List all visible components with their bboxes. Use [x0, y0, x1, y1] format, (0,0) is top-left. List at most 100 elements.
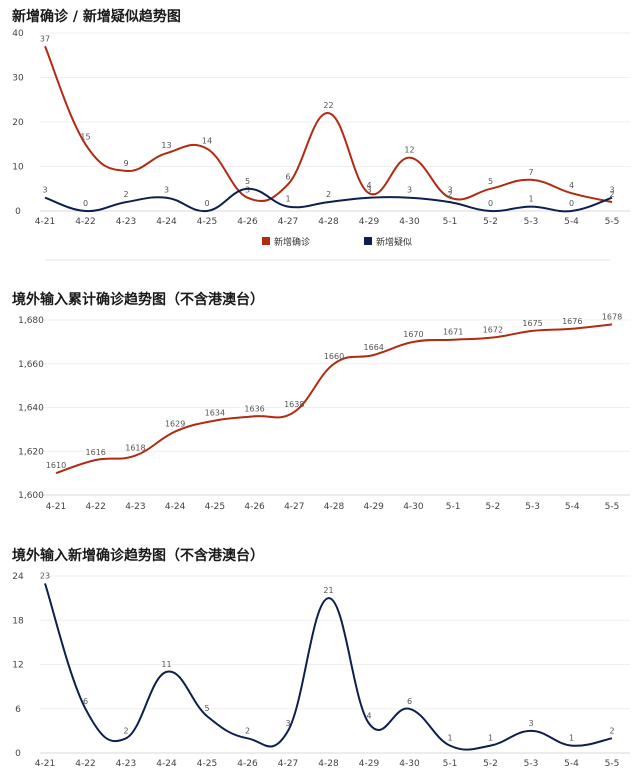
data-label: 0 [488, 199, 493, 208]
x-tick-label: 4-30 [403, 502, 424, 512]
data-label: 1616 [86, 448, 106, 457]
chart-title-1: 新增确诊 / 新增疑似趋势图 [12, 9, 181, 25]
x-tick-label: 5-5 [605, 502, 620, 512]
x-tick-label: 5-4 [564, 217, 579, 227]
data-label: 1672 [483, 326, 503, 335]
x-tick-label: 4-22 [85, 502, 105, 512]
x-tick-label: 5-4 [565, 502, 580, 512]
x-tick-label: 4-24 [165, 502, 186, 512]
x-tick-label: 4-29 [359, 217, 380, 227]
x-tick-label: 4-24 [156, 759, 177, 769]
series-line [44, 187, 613, 213]
chart-title-2: 境外输入累计确诊趋势图（不含港澳台） [12, 292, 264, 308]
data-label: 14 [202, 137, 212, 146]
x-tick-label: 4-27 [278, 759, 298, 769]
data-label: 0 [569, 199, 574, 208]
data-label: 1660 [324, 352, 344, 361]
legend-swatch [262, 237, 270, 245]
y-tick-label: 1,680 [18, 316, 44, 326]
data-label: 3 [285, 719, 290, 728]
data-label: 4 [366, 181, 371, 190]
x-tick-label: 4-27 [278, 217, 298, 227]
data-label: 2 [245, 726, 250, 735]
legend-label: 新增确诊 [274, 236, 310, 248]
data-label: 1629 [165, 420, 185, 429]
y-tick-label: 18 [12, 616, 24, 626]
data-label: 1 [528, 195, 533, 204]
y-tick-label: 1,600 [18, 491, 44, 501]
data-label: 1675 [522, 319, 542, 328]
data-label: 5 [245, 177, 250, 186]
y-tick-label: 20 [12, 118, 24, 128]
data-label: 2 [326, 190, 331, 199]
x-tick-label: 4-28 [318, 217, 339, 227]
data-label: 21 [323, 586, 333, 595]
data-label: 3 [245, 186, 250, 195]
x-tick-label: 4-22 [75, 759, 95, 769]
data-label: 2 [123, 726, 128, 735]
y-tick-label: 10 [12, 163, 24, 173]
data-label: 1676 [562, 317, 582, 326]
y-tick-label: 24 [12, 572, 24, 582]
x-tick-label: 4-24 [156, 217, 177, 227]
data-label: 1 [569, 734, 574, 743]
data-label: 22 [323, 101, 333, 110]
x-tick-label: 5-5 [605, 217, 620, 227]
legend-label: 新增疑似 [376, 236, 412, 248]
data-label: 1670 [403, 330, 423, 339]
data-label: 3 [447, 186, 452, 195]
x-tick-label: 4-29 [359, 759, 380, 769]
data-label: 0 [204, 199, 209, 208]
x-tick-label: 4-30 [399, 759, 420, 769]
x-tick-label: 5-4 [564, 759, 579, 769]
x-tick-label: 4-26 [244, 502, 265, 512]
data-label: 1 [447, 734, 452, 743]
data-label: 2 [123, 190, 128, 199]
x-tick-label: 4-26 [237, 759, 258, 769]
data-label: 11 [161, 660, 171, 669]
x-tick-label: 4-27 [284, 502, 304, 512]
data-label: 1638 [284, 400, 304, 409]
x-tick-label: 5-2 [486, 502, 501, 512]
data-label: 23 [40, 571, 50, 580]
data-label: 12 [404, 146, 414, 155]
y-tick-label: 40 [12, 29, 24, 39]
data-label: 3 [42, 186, 47, 195]
x-tick-label: 4-21 [35, 217, 55, 227]
data-label: 7 [528, 168, 533, 177]
data-label: 15 [80, 132, 90, 141]
y-tick-label: 1,640 [18, 404, 44, 414]
data-label: 1678 [602, 312, 622, 321]
x-tick-label: 4-22 [75, 217, 95, 227]
x-tick-label: 5-3 [524, 759, 539, 769]
chart-title-3: 境外输入新增确诊趋势图（不含港澳台） [12, 548, 264, 564]
x-tick-label: 4-25 [197, 217, 217, 227]
data-label: 6 [285, 172, 290, 181]
series-line [44, 583, 613, 751]
x-tick-label: 5-2 [483, 217, 498, 227]
data-label: 2 [447, 190, 452, 199]
x-tick-label: 5-1 [443, 217, 458, 227]
x-tick-label: 4-28 [324, 502, 345, 512]
x-tick-label: 4-23 [116, 759, 136, 769]
data-label: 6 [83, 697, 88, 706]
x-tick-label: 5-1 [443, 759, 458, 769]
data-label: 2 [609, 726, 614, 735]
data-label: 4 [569, 181, 574, 190]
data-label: 1671 [443, 328, 463, 337]
data-label: 5 [204, 704, 209, 713]
x-tick-label: 4-30 [399, 217, 420, 227]
data-label: 13 [161, 141, 171, 150]
data-label: 2 [609, 190, 614, 199]
data-label: 3 [609, 186, 614, 195]
data-label: 1618 [125, 444, 145, 453]
y-tick-label: 0 [15, 207, 21, 217]
data-label: 3 [528, 719, 533, 728]
data-label: 1636 [244, 404, 264, 413]
data-label: 3 [366, 186, 371, 195]
chart-2-svg: 1,600 1,620 1,640 1,660 1,680 4-21 4-22 4-23 4-2… [18, 312, 630, 512]
x-tick-label: 4-21 [35, 759, 55, 769]
data-label: 37 [40, 34, 50, 43]
data-label: 1 [488, 734, 493, 743]
data-label: 3 [164, 186, 169, 195]
